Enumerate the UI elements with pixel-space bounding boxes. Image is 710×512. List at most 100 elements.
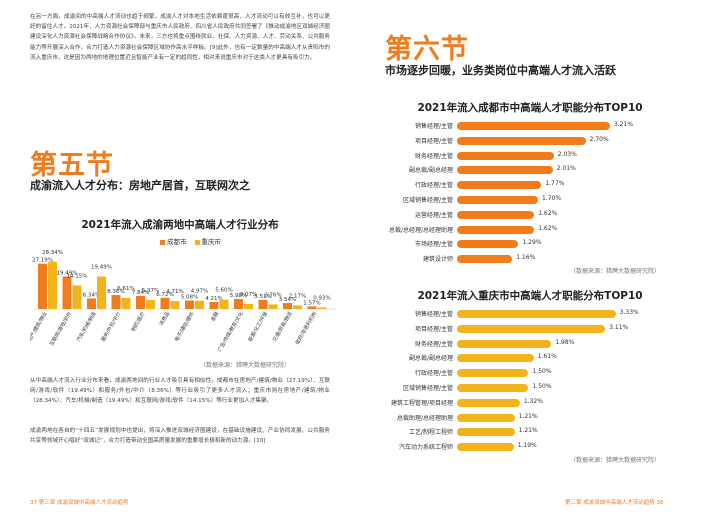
chengdu-chart-source: （数据来源：猎聘大数据研究院） xyxy=(570,268,661,275)
hbar xyxy=(457,122,610,130)
hbar-value-label: 1.21% xyxy=(518,412,538,420)
hbar-value-label: 3.21% xyxy=(613,121,633,128)
industry-chart-legend: 成都市 重庆市 xyxy=(160,236,221,246)
hbar-value-label: 2.03% xyxy=(557,150,577,158)
hbar-value-label: 1.62% xyxy=(538,209,558,217)
hbar-category-label: 行政经理/主管 xyxy=(414,182,453,190)
category-label: 交通/贸易/物流 xyxy=(271,311,294,343)
bar-value-label: 19.49% xyxy=(57,271,78,277)
right-page: 第六节 市场逐步回暖，业务类岗位中高端人才流入活跃 2021年流入成都市中高端人… xyxy=(355,0,710,512)
hbar xyxy=(457,428,515,437)
bar-chongqing xyxy=(72,285,82,309)
bar-value-label: 4.71% xyxy=(166,289,183,295)
hbar-category-label: 副总裁/副总经理 xyxy=(408,355,453,363)
hbar-value-label: 1.62% xyxy=(538,224,558,232)
industry-chart-source: （数据来源：猎聘大数据研究院） xyxy=(200,362,291,369)
intro-paragraph: 在另一方面，成渝间的中高端人才流动也趋于频繁，成渝人才对本地生活依赖度很高，人才… xyxy=(30,14,330,61)
hbar-value-label: 3.11% xyxy=(609,323,629,331)
hbar-category-label: 总裁/总经理/总经理助理 xyxy=(388,226,453,234)
hbar-category-label: 项目经理/主管 xyxy=(414,137,453,145)
bar-value-label: 6.61% xyxy=(117,286,134,292)
hbar-category-label: 财务经理/主管 xyxy=(414,152,453,160)
hbar-value-label: 1.61% xyxy=(537,353,557,361)
bar-value-label: 2.17% xyxy=(289,293,306,299)
hbar-category-label: 行政经理/主管 xyxy=(414,370,453,378)
hbar-category-label: 销售经理/主管 xyxy=(414,311,453,318)
bar-chengdu xyxy=(111,295,121,309)
hbar-category-label: 市场经理/主管 xyxy=(414,241,453,249)
bar-value-label: 0.93% xyxy=(313,295,330,301)
bar-chongqing xyxy=(219,299,229,309)
bar-chengdu xyxy=(136,295,145,309)
chengdu-bar-chart: 销售经理/主管 3.21% 项目经理/主管 2.70% 财务经理/主管 2.03% 副总裁/… xyxy=(355,118,710,278)
right-footer: 第三章 成渝双城中高端人才流动趋势 38 xyxy=(565,500,664,506)
legend-item-chongqing: 重庆市 xyxy=(194,236,221,246)
bar-value-label: 27.19% xyxy=(32,258,53,264)
hbar xyxy=(457,196,538,204)
bar-value-label: 8.36% xyxy=(107,289,124,295)
hbar-value-label: 1.32% xyxy=(523,397,543,405)
hbar-value-label: 2.70% xyxy=(589,135,609,143)
hbar-category-label: 项目经理/主管 xyxy=(414,325,453,333)
bar-chongqing xyxy=(97,276,106,309)
hbar-value-label: 2.01% xyxy=(556,165,576,173)
hbar-value-label: 1.98% xyxy=(555,338,575,346)
bar-chongqing xyxy=(146,300,155,309)
category-label: 电子/通信/硬件 xyxy=(173,311,196,343)
hbar-category-label: 建筑设计师 xyxy=(422,256,453,264)
bar-chongqing xyxy=(244,303,253,309)
bar-value-label: 4.21% xyxy=(205,296,222,302)
hbar-category-label: 销售经理/主管 xyxy=(414,123,453,130)
bar-value-label: 3.54% xyxy=(279,297,296,303)
section-title-5: 成渝流入人才分布：房地产居首，互联网次之 xyxy=(30,179,250,192)
section-title-6: 市场逐步回暖，业务类岗位中高端人才流入活跃 xyxy=(385,64,616,77)
hbar xyxy=(457,136,586,145)
bar-chengdu xyxy=(209,301,219,309)
bar-value-label: 6.72% xyxy=(156,292,173,298)
bar-value-label: 14.15% xyxy=(67,273,88,279)
bar-value-label: 2.76% xyxy=(264,292,281,298)
hbar xyxy=(457,384,529,392)
hbar xyxy=(457,240,519,249)
bar-value-label: 19.49% xyxy=(91,265,112,271)
hbar-value-label: 1.70% xyxy=(542,195,562,202)
hbar xyxy=(457,354,534,363)
category-label: 广告/传媒/教育/文化 xyxy=(216,311,245,354)
category-label: 消费品 xyxy=(158,311,172,328)
category-label: 金融 xyxy=(209,311,220,323)
chongqing-bar-chart: 销售经理/主管 3.33% 项目经理/主管 3.11% 财务经理/主管 1.98% 副总裁/… xyxy=(355,306,710,466)
hbar xyxy=(457,369,529,378)
hbar-category-label: 区域销售经理/主管 xyxy=(402,385,453,392)
bar-value-label: 5.51% xyxy=(254,294,271,300)
bar-chengdu xyxy=(234,299,243,309)
section-number-6: 第六节 xyxy=(385,34,469,65)
bar-chengdu xyxy=(307,306,317,309)
hbar xyxy=(457,310,616,318)
bar-value-label: 6.34% xyxy=(83,292,100,298)
hbar-value-label: 1.29% xyxy=(522,239,542,247)
hbar-value-label: 1.16% xyxy=(516,254,536,262)
bar-value-label: 28.34% xyxy=(42,250,63,256)
bar-value-label: 1.57% xyxy=(303,300,320,306)
category-label: 制药/医疗 xyxy=(130,311,147,333)
left-page: 在另一方面，成渝间的中高端人才流动也趋于频繁，成渝人才对本地生活依赖度很高，人才… xyxy=(30,14,336,506)
bar-value-label: 5.60% xyxy=(215,288,232,294)
hbar-value-label: 1.50% xyxy=(532,368,552,376)
hbar xyxy=(457,181,542,190)
hbar xyxy=(457,151,554,160)
hbar-value-label: 1.19% xyxy=(517,442,537,450)
hbar xyxy=(457,398,520,407)
hbar xyxy=(457,339,552,348)
hbar xyxy=(457,413,515,422)
category-label: 房地产/建筑/物业 xyxy=(30,311,49,348)
section-number-5: 第五节 xyxy=(30,150,114,181)
bar-value-label: 7.84% xyxy=(132,290,149,296)
hbar-value-label: 1.50% xyxy=(532,383,552,390)
industry-bar-chart: 27.19% 28.34% 房地产/建筑/物业 19.49%14.15% 互联网/游戏/… xyxy=(30,250,336,354)
legend-item-chengdu: 成都市 xyxy=(160,236,187,246)
body-paragraph-1: 从中高端人才流入行业分布来看，成渝两地间的行业人才吸引具有相似性，成都市在房地产… xyxy=(30,378,330,405)
bar-chongqing xyxy=(48,261,57,309)
bar-chengdu xyxy=(258,299,268,309)
bar-chongqing xyxy=(268,304,278,309)
hbar xyxy=(457,324,606,333)
